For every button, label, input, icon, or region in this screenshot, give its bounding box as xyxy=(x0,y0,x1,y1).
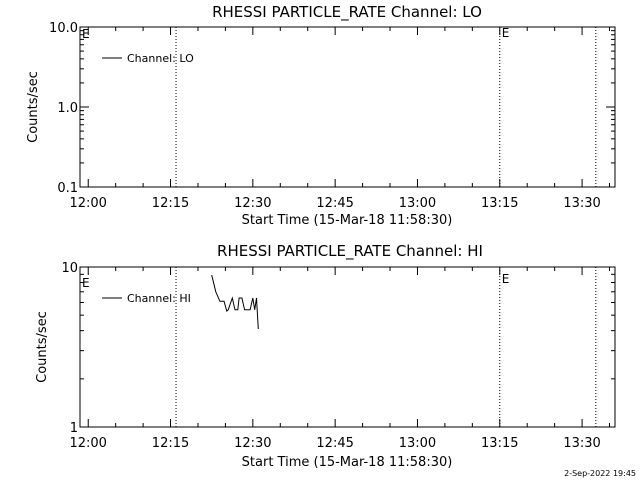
x-tick-label: 13:30 xyxy=(563,436,600,451)
x-tick-label: 13:00 xyxy=(399,196,436,211)
x-tick-label: 12:30 xyxy=(234,436,271,451)
left-flag: E xyxy=(82,276,90,290)
event-marker-label: E xyxy=(502,26,510,40)
x-tick-label: 12:15 xyxy=(152,196,189,211)
x-tick-label: 13:15 xyxy=(481,196,518,211)
y-axis: 1 10 xyxy=(61,261,615,436)
legend-entry: Channel: HI xyxy=(127,292,191,305)
chart-title: RHESSI PARTICLE_RATE Channel: LO xyxy=(212,3,482,22)
event-markers: E xyxy=(176,26,596,187)
x-tick-label: 12:00 xyxy=(69,436,106,451)
panel-hi: RHESSI PARTICLE_RATE Channel: HI 1 10 12:… xyxy=(35,242,615,470)
x-tick-label: 12:45 xyxy=(316,196,353,211)
x-tick-label: 13:00 xyxy=(399,436,436,451)
series-line xyxy=(212,275,259,329)
legend-entry: Channel: LO xyxy=(127,52,194,65)
y-tick-label: 10.0 xyxy=(49,21,78,36)
x-tick-label: 13:30 xyxy=(563,196,600,211)
x-tick-label: 12:30 xyxy=(234,196,271,211)
plot-frame xyxy=(80,27,615,187)
y-tick-label: 0.1 xyxy=(57,181,78,196)
chart-title: RHESSI PARTICLE_RATE Channel: HI xyxy=(217,242,483,261)
plot-frame xyxy=(80,267,615,427)
x-tick-label: 12:15 xyxy=(152,436,189,451)
y-tick-label: 10 xyxy=(61,261,78,276)
y-tick-label: 1.0 xyxy=(57,101,78,116)
panel-lo: RHESSI PARTICLE_RATE Channel: LO 0.1 1.0 1… xyxy=(26,3,615,228)
y-axis-label: Counts/sec xyxy=(26,71,41,143)
y-axis: 0.1 1.0 10.0 xyxy=(49,21,615,196)
event-markers: E xyxy=(176,267,596,427)
series-layer xyxy=(212,275,259,329)
y-tick-label: 1 xyxy=(70,421,78,436)
left-flag: E xyxy=(82,27,90,41)
y-axis-label: Counts/sec xyxy=(35,311,50,383)
x-axis-label: Start Time (15-Mar-18 11:58:30) xyxy=(242,455,453,470)
x-tick-label: 12:00 xyxy=(69,196,106,211)
x-axis-label: Start Time (15-Mar-18 11:58:30) xyxy=(242,213,453,228)
x-tick-label: 12:45 xyxy=(316,436,353,451)
event-marker-label: E xyxy=(502,272,510,286)
footer-timestamp: 2-Sep-2022 19:45 xyxy=(564,469,636,478)
x-tick-label: 13:15 xyxy=(481,436,518,451)
